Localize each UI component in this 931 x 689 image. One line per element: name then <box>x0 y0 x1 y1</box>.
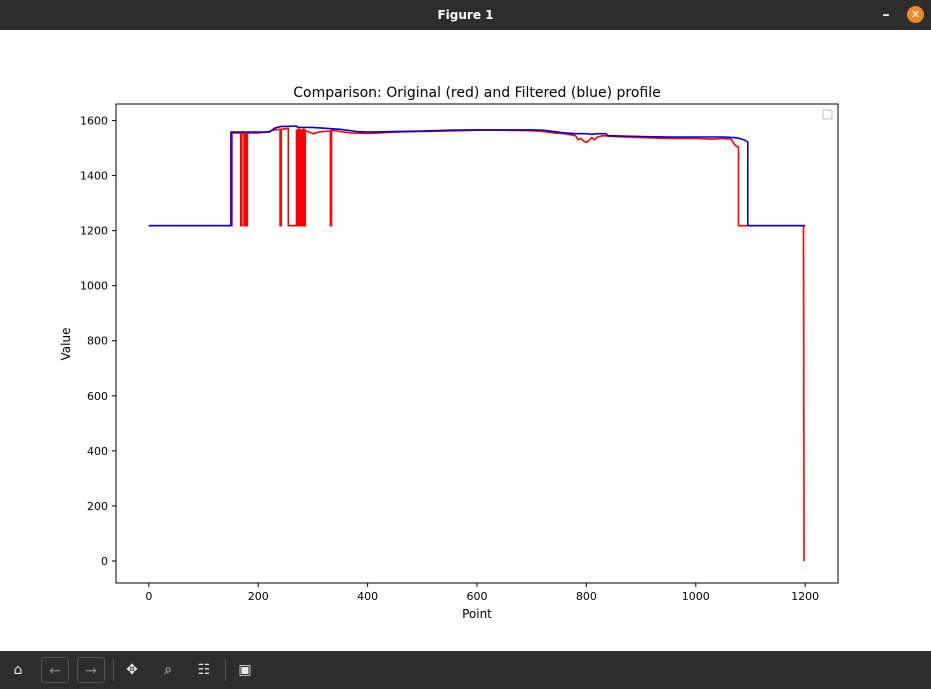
x-tick-label: 1200 <box>791 590 819 603</box>
y-tick-label: 1200 <box>80 225 108 238</box>
home-icon[interactable]: ⌂ <box>13 662 23 678</box>
save-icon[interactable]: ▣ <box>238 662 252 678</box>
y-tick-label: 0 <box>101 555 108 568</box>
line-chart: 0 200 400 600 800 1000 1200 0 200 400 600 800 1000 1… <box>59 85 839 621</box>
chart-title: Comparison: Original (red) and Filtered … <box>293 85 661 101</box>
y-tick-label: 600 <box>87 390 108 403</box>
back-arrow-icon[interactable]: ← <box>41 657 69 683</box>
x-tick-label: 600 <box>467 590 488 603</box>
y-tick-label: 200 <box>87 500 108 513</box>
x-tick-label: 400 <box>357 590 378 603</box>
window-title: Figure 1 <box>437 8 494 22</box>
figure-canvas[interactable]: 0 200 400 600 800 1000 1200 0 200 400 600 800 1000 1… <box>0 30 931 651</box>
x-tick-label: 200 <box>248 590 269 603</box>
matplotlib-toolbar: ⌂ ← → ✥ ⌕ ☷ ▣ <box>0 651 931 689</box>
x-axis-label: Point <box>462 607 492 621</box>
toolbar-separator <box>225 659 226 681</box>
x-tick-label: 800 <box>576 590 597 603</box>
x-tick-label: 1000 <box>682 590 710 603</box>
y-tick-label: 1600 <box>80 115 108 128</box>
y-tick-label: 400 <box>87 445 108 458</box>
x-tick-label: 0 <box>145 590 152 603</box>
minimize-button[interactable]: – <box>882 7 890 23</box>
pan-icon[interactable]: ✥ <box>126 662 138 678</box>
configure-subplots-icon[interactable]: ☷ <box>197 662 211 678</box>
legend-box <box>822 109 833 120</box>
x-axis-ticks: 0 200 400 600 800 1000 1200 <box>145 583 819 603</box>
axes-background <box>116 104 838 583</box>
filtered-series-line <box>148 125 806 227</box>
forward-arrow-icon[interactable]: → <box>77 657 105 683</box>
y-axis-ticks: 0 200 400 600 800 1000 1200 1400 1600 <box>80 115 116 568</box>
close-button[interactable]: ✕ <box>907 6 924 23</box>
y-tick-label: 800 <box>87 335 108 348</box>
zoom-icon[interactable]: ⌕ <box>164 662 172 678</box>
y-tick-label: 1000 <box>80 280 108 293</box>
toolbar-separator <box>113 659 114 681</box>
y-tick-label: 1400 <box>80 170 108 183</box>
y-axis-label: Value <box>59 328 73 361</box>
series-layer <box>148 125 806 562</box>
window-titlebar: Figure 1 – ✕ <box>0 0 931 30</box>
